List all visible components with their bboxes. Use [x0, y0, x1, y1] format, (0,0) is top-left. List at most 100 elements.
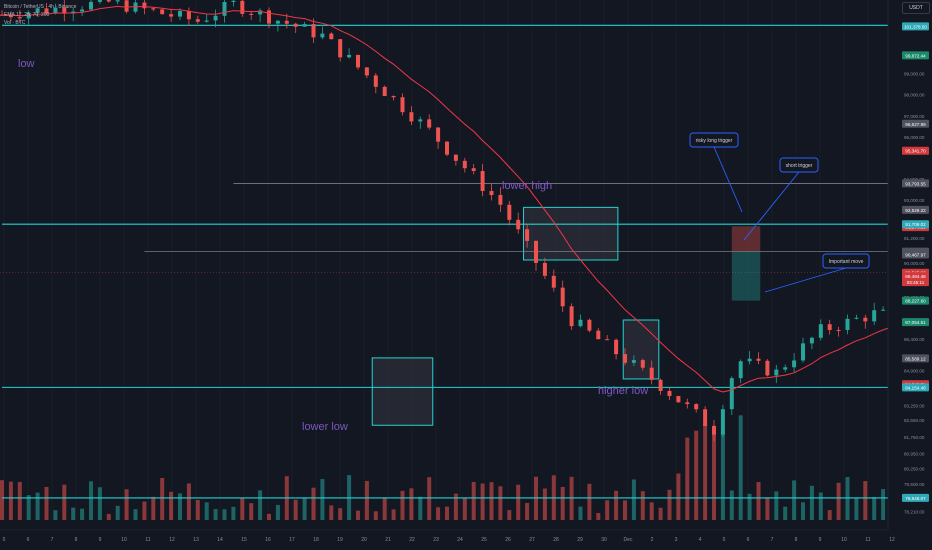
time-tick-label: 7: [51, 537, 54, 543]
price-tick-label: 93,000.00: [904, 198, 925, 203]
volume-bar: [756, 482, 761, 520]
volume-bar: [765, 497, 770, 520]
time-tick-label: 11: [865, 537, 870, 543]
time-tick-label: 23: [433, 537, 439, 543]
volume-bar: [605, 500, 610, 520]
volume-bar: [685, 437, 690, 520]
volume-bar: [836, 482, 841, 520]
time-tick-label: 7: [771, 537, 774, 543]
volume-bar: [774, 491, 779, 520]
volume-bar: [640, 491, 645, 520]
volume-bar: [453, 493, 458, 520]
candle-body: [373, 75, 378, 87]
volume-bar: [801, 502, 805, 520]
time-tick-label: Dec: [624, 537, 633, 543]
volume-bar: [436, 507, 441, 520]
candle-body: [631, 360, 636, 363]
price-badge: [902, 296, 929, 305]
volume-bar: [213, 509, 218, 520]
candle-body: [569, 306, 574, 327]
candle-body: [818, 324, 823, 338]
volume-bar: [462, 497, 467, 520]
volume-bar: [578, 506, 583, 520]
callouts: risky long trigger short trigger Important…: [689, 132, 870, 293]
price-badge: [902, 119, 929, 128]
candle-body: [204, 20, 209, 22]
label-lower-low: lower low: [302, 421, 348, 433]
volume-bar: [409, 488, 414, 520]
risky-long-callout-box: [689, 132, 739, 148]
time-tick-label: 15: [241, 537, 247, 543]
price-badge: [902, 354, 929, 363]
candle-body: [640, 360, 645, 368]
time-tick-label: 4: [699, 537, 702, 543]
candle-body: [765, 360, 770, 376]
candle-body: [258, 10, 263, 15]
candle-body: [845, 318, 850, 331]
candle-body: [347, 54, 352, 58]
candle-body: [827, 324, 832, 330]
trade-position-box: [731, 226, 761, 301]
candle-body: [801, 343, 805, 361]
candle-body: [685, 402, 690, 405]
candle-body: [623, 354, 627, 363]
volume-bar: [195, 499, 200, 520]
candle-body: [614, 339, 619, 355]
volume-bar: [329, 505, 334, 520]
price-tick-label: 99,000.00: [904, 72, 925, 77]
candle-body: [97, 0, 102, 2]
volume-bar: [115, 505, 120, 520]
candle-body: [53, 7, 58, 14]
volume-bar: [302, 497, 307, 520]
volume-bar: [8, 481, 13, 520]
volume-bar: [827, 510, 832, 520]
price-tick-label: 80,950.00: [904, 452, 925, 457]
candle-body: [516, 219, 521, 230]
volume-bar: [418, 496, 423, 520]
volume-bar: [471, 481, 476, 520]
volume-bar: [845, 477, 850, 520]
candle-body: [329, 33, 334, 40]
volume-bar: [391, 509, 396, 520]
time-tick-label: 21: [385, 537, 391, 543]
candle-body: [774, 369, 779, 376]
volume-bar: [507, 510, 512, 520]
volume-bar: [863, 481, 868, 520]
candle-body: [364, 67, 369, 76]
candle-body: [596, 330, 601, 340]
volume-bar: [872, 497, 877, 520]
volume-bar: [516, 484, 521, 520]
volume-bar: [97, 487, 102, 520]
stop-zone: [731, 226, 761, 252]
volume-bar: [17, 481, 22, 520]
time-tick-label: 30: [601, 537, 607, 543]
price-badge: [902, 22, 929, 31]
price-badge: [902, 278, 929, 287]
volume-bar: [53, 510, 58, 520]
volume-bar: [151, 496, 156, 520]
candle-body: [498, 195, 503, 205]
candle-body: [418, 119, 423, 122]
label-lower-high: lower high: [502, 180, 552, 192]
candle-body: [133, 2, 138, 12]
price-tick-label: 83,250.00: [904, 403, 925, 408]
volume-bar: [89, 481, 93, 520]
price-tick-label: 82,550.00: [904, 418, 925, 423]
candle-body: [507, 204, 512, 220]
candle-body: [35, 8, 40, 13]
target-zone: [731, 251, 761, 301]
candle-body: [756, 358, 761, 361]
time-tick-label: 3: [675, 537, 678, 543]
candle-body: [471, 168, 476, 172]
label-higher-low: higher low: [598, 385, 648, 397]
candle-body: [338, 39, 343, 58]
candle-body: [445, 141, 449, 155]
important-move-callout-label: Important move: [829, 259, 864, 265]
candle-body: [80, 9, 85, 12]
candle-body: [89, 1, 93, 10]
candle-body: [222, 2, 227, 16]
price-tick-label: 97,000.00: [904, 114, 925, 119]
currency-badge[interactable]: USDT: [902, 2, 930, 14]
